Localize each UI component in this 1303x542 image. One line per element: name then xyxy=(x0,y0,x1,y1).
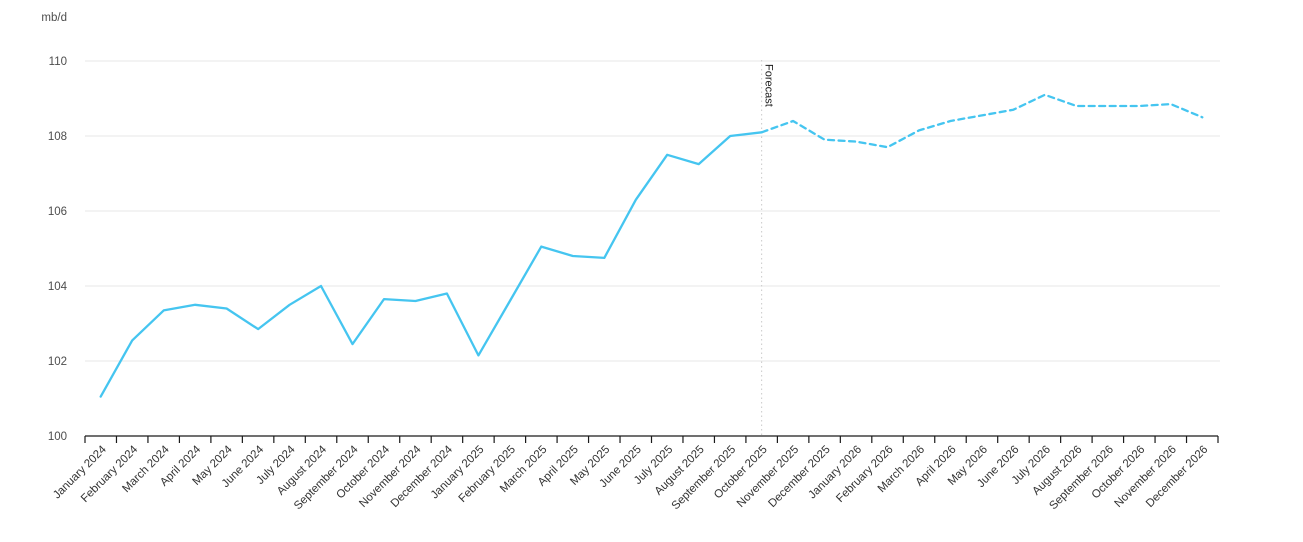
y-tick-label: 106 xyxy=(48,206,67,218)
x-tick-label: February 2026 xyxy=(834,444,895,505)
y-tick-label: 110 xyxy=(49,56,67,68)
y-tick-label: 100 xyxy=(48,431,67,443)
y-axis-unit-label: mb/d xyxy=(41,12,67,24)
forecast-annotation-label: Forecast xyxy=(763,64,775,107)
gridlines xyxy=(85,60,1220,362)
historical-series-line xyxy=(99,131,763,398)
x-tick-label: January 2024 xyxy=(51,443,109,501)
y-tick-label: 108 xyxy=(48,131,67,143)
y-tick-label: 102 xyxy=(48,356,67,368)
y-axis-tick-labels: 100 102 104 106 108 110 xyxy=(48,56,68,443)
forecast-series-line xyxy=(760,93,1204,149)
y-tick-label: 104 xyxy=(48,281,68,293)
x-tick-label: February 2025 xyxy=(457,444,518,505)
